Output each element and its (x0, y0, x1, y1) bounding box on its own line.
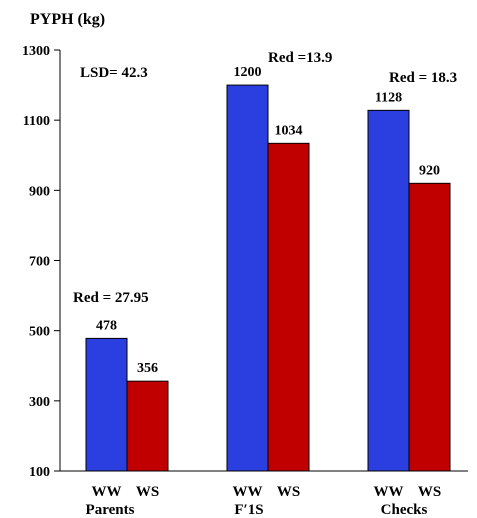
bar-ws (267, 142, 310, 472)
y-tick-label: 500 (29, 325, 50, 340)
bar-category-label: WW (233, 484, 263, 500)
bar-value-label: 1128 (375, 90, 402, 105)
y-axis-ticks: 100 300 500 700 900 1100 1300 (22, 44, 60, 480)
group-label: F′1S (234, 502, 263, 518)
reduction-note: Red = 27.95 (73, 290, 149, 306)
reduction-note: Red =13.9 (268, 50, 332, 66)
bar-ww (226, 84, 269, 472)
bar-ws (126, 380, 169, 472)
y-tick-label: 300 (29, 395, 50, 410)
bars (85, 84, 451, 472)
bar-ws (408, 182, 451, 472)
bar-ww (85, 337, 128, 472)
bar-category-label: WS (136, 484, 159, 500)
y-tick-label: 900 (29, 184, 50, 199)
bar-category-label: WS (277, 484, 300, 500)
reduction-note: Red = 18.3 (389, 70, 457, 86)
y-tick-label: 700 (29, 255, 50, 270)
bar-category-label: WW (374, 484, 404, 500)
lsd-annotation: LSD= 42.3 (80, 65, 148, 81)
y-axis-title: PYPH (kg) (30, 11, 105, 28)
y-tick-label: 1100 (23, 114, 50, 129)
bar-value-label: 1200 (234, 65, 262, 80)
bar-value-label: 1034 (275, 123, 303, 138)
bar-value-label: 356 (137, 361, 158, 376)
bar-ww (367, 109, 410, 472)
y-tick-label: 100 (29, 465, 50, 480)
group-label: Checks (381, 502, 428, 518)
y-tick-label: 1300 (22, 44, 50, 59)
bar-category-label: WS (418, 484, 441, 500)
bar-value-label: 920 (419, 163, 440, 178)
bar-value-label: 478 (96, 318, 117, 333)
bar-category-label: WW (92, 484, 122, 500)
group-label: Parents (86, 502, 135, 518)
